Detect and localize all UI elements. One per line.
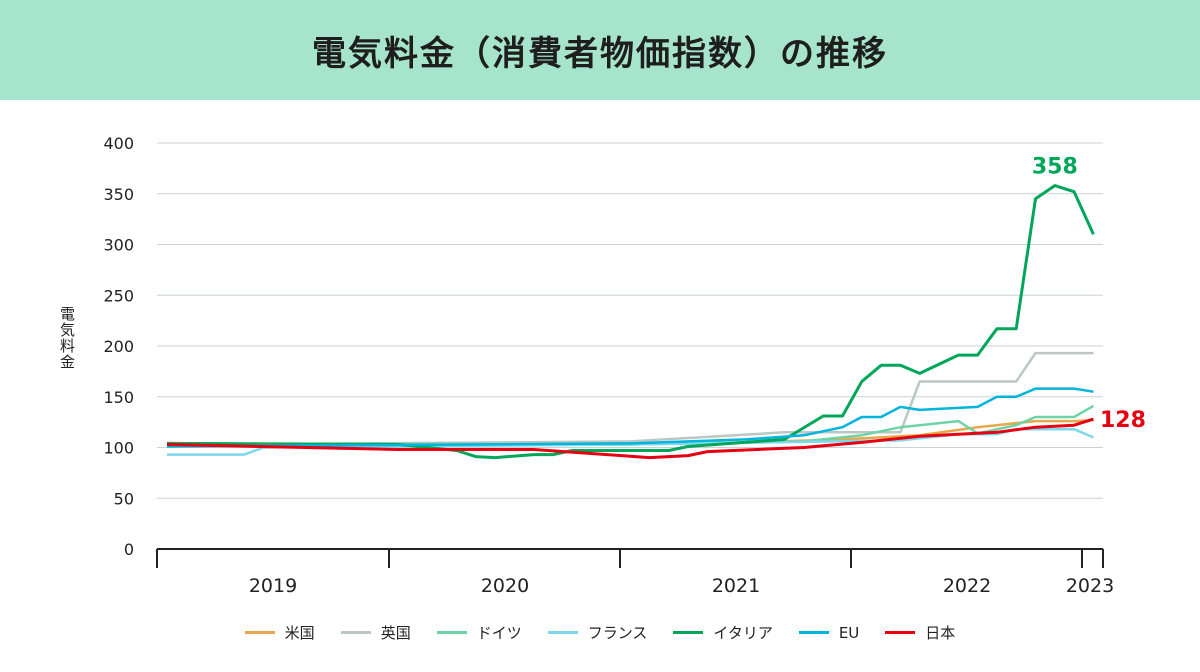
y-tick-label: 0 <box>124 540 134 559</box>
legend-label: フランス <box>587 624 648 642</box>
legend-label: 日本 <box>925 624 956 642</box>
y-tick-label: 100 <box>103 439 134 458</box>
legend-swatch <box>673 631 704 634</box>
legend-item: フランス <box>547 622 648 643</box>
legend-swatch <box>340 631 371 634</box>
x-tick-label: 2021 <box>712 575 760 597</box>
y-tick-label: 200 <box>103 337 134 356</box>
chart-title: 電気料金（消費者物価指数）の推移 <box>312 33 888 74</box>
legend-item: 日本 <box>885 622 955 643</box>
y-tick-label: 250 <box>103 286 134 305</box>
series-line-日本 <box>166 417 1094 460</box>
y-tick-label: 150 <box>103 388 134 407</box>
header-banner: 電気料金（消費者物価指数）の推移 <box>0 0 1200 100</box>
legend-label: ドイツ <box>476 624 522 642</box>
legend-swatch <box>885 631 916 634</box>
legend-swatch <box>547 631 578 634</box>
series-line-EU <box>166 387 1094 448</box>
legend-swatch <box>436 631 467 634</box>
series-line-英国 <box>166 351 1094 448</box>
x-tick-label: 2019 <box>249 575 297 597</box>
legend-label: 米国 <box>284 624 315 642</box>
series-line-イタリア <box>166 184 1095 460</box>
legend-item: 英国 <box>340 622 411 643</box>
y-tick-label: 300 <box>103 236 134 255</box>
legend-item: 米国 <box>244 622 315 643</box>
legend: 米国 英国 ドイツ フランス イタリア EU 日本 <box>0 622 1200 643</box>
x-tick-label: 2023 <box>1066 575 1114 597</box>
data-label: 128 <box>1100 408 1146 433</box>
y-tick-label: 400 <box>103 134 134 153</box>
legend-item: EU <box>798 622 860 643</box>
legend-label: イタリア <box>713 624 773 642</box>
legend-item: イタリア <box>673 622 773 643</box>
legend-label: 英国 <box>380 624 411 642</box>
legend-item: ドイツ <box>436 622 522 643</box>
legend-swatch <box>798 631 829 634</box>
y-tick-label: 50 <box>114 489 134 508</box>
series-line-ドイツ <box>166 404 1095 446</box>
x-tick-label: 2022 <box>943 575 991 597</box>
y-axis-label: 電気料金 <box>58 306 76 370</box>
series-line-フランス <box>167 427 1094 456</box>
y-tick-label: 350 <box>103 185 134 204</box>
legend-label: EU <box>838 623 860 642</box>
data-label: 358 <box>1032 155 1078 180</box>
x-tick-label: 2020 <box>481 575 529 597</box>
legend-swatch <box>244 631 275 634</box>
